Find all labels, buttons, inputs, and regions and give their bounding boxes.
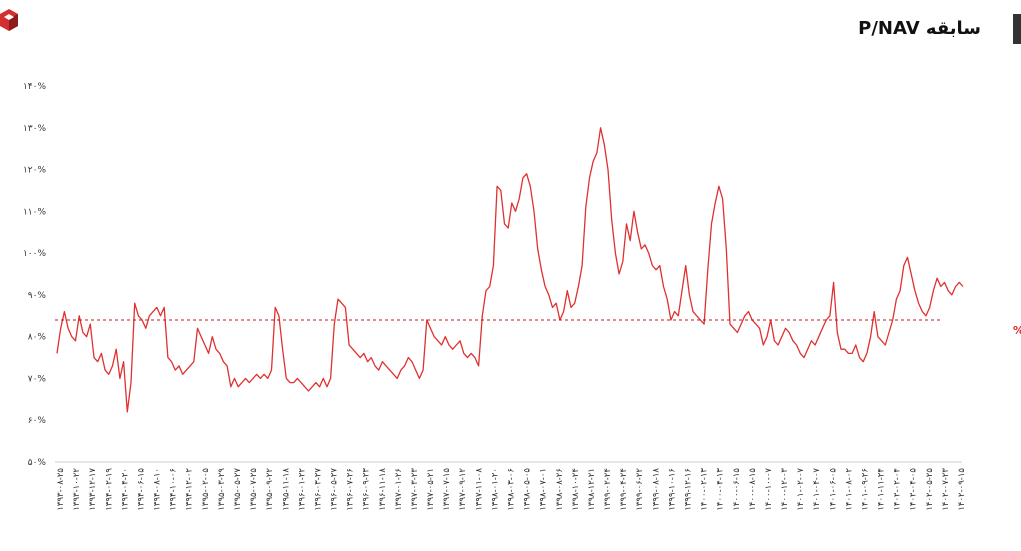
y-axis: ۵۰% ۶۰% ۷۰% ۸۰% ۹۰% ۱۰۰% ۱۱۰% ۱۲۰% ۱۳۰% ۱۴۰% bbox=[23, 82, 47, 468]
y-tick-label: ۸۰% bbox=[28, 333, 47, 343]
x-tick-label: ۱۳۹۷-۰۷-۱۵ bbox=[442, 468, 452, 511]
x-tick-label: ۱۳۹۴-۰۸-۱۰ bbox=[153, 468, 163, 511]
y-tick-label: ۶۰% bbox=[28, 416, 47, 426]
page-title: سابقه P/NAV bbox=[858, 18, 981, 39]
y-tick-label: ۵۰% bbox=[28, 458, 47, 468]
x-tick-label: ۱۴۰۰-۰۸-۱۵ bbox=[748, 468, 758, 511]
x-tick-label: ۱۳۹۷-۰۹-۱۲ bbox=[458, 468, 468, 511]
y-tick-label: ۱۲۰% bbox=[23, 166, 47, 176]
x-tick-label: ۱۴۰۱-۰۶-۰۵ bbox=[828, 468, 838, 511]
x-tick-label: ۱۳۹۵-۰۷-۲۵ bbox=[249, 468, 259, 511]
x-tick-label: ۱۳۹۷-۰۳-۲۳ bbox=[410, 468, 420, 511]
x-tick-label: ۱۳۹۶-۰۵-۲۷ bbox=[330, 468, 340, 511]
x-tick-label: ۱۳۹۸-۱۰-۲۴ bbox=[571, 468, 581, 511]
x-tick-label: ۱۳۹۹-۰۴-۲۴ bbox=[619, 468, 629, 511]
x-tick-label: ۱۳۹۹-۱۰-۱۶ bbox=[667, 468, 677, 511]
x-tick-label: ۱۳۹۴-۱۰-۰۶ bbox=[169, 468, 179, 511]
x-tick-label: ۱۴۰۱-۰۴-۰۷ bbox=[812, 468, 822, 511]
x-tick-label: ۱۳۹۵-۰۳-۲۹ bbox=[217, 468, 227, 511]
title-accent-bar bbox=[1013, 14, 1021, 44]
x-tick-label: ۱۳۹۷-۰۱-۲۶ bbox=[394, 468, 404, 511]
x-tick-label: ۱۳۹۶-۱۱-۱۸ bbox=[378, 468, 388, 511]
x-tick-label: ۱۴۰۲-۰۹-۱۵ bbox=[957, 468, 967, 511]
x-tick-label: ۱۳۹۶-۰۳-۲۷ bbox=[313, 468, 323, 511]
x-tick-label: ۱۳۹۸-۰۷-۰۱ bbox=[539, 468, 549, 511]
x-tick-label: ۱۴۰۰-۰۲-۱۳ bbox=[700, 468, 710, 511]
brand-logo-icon bbox=[0, 6, 18, 36]
x-tick-label: ۱۴۰۱-۰۹-۲۶ bbox=[860, 468, 870, 511]
x-tick-label: ۱۳۹۴-۰۴-۲۰ bbox=[120, 468, 130, 511]
x-tick-label: ۱۳۹۵-۰۲-۰۵ bbox=[201, 468, 211, 511]
x-axis: ۱۳۹۳-۰۸-۲۵ ۱۳۹۳-۱۰-۲۲ ۱۳۹۳-۱۲-۱۷ ۱۳۹۴-۰۲-۱۹… bbox=[56, 468, 967, 511]
x-tick-label: ۱۳۹۳-۱۲-۱۷ bbox=[88, 468, 98, 511]
x-tick-label: ۱۳۹۹-۱۲-۱۶ bbox=[683, 468, 693, 511]
x-tick-label: ۱۳۹۹-۰۲-۲۴ bbox=[603, 468, 613, 511]
x-tick-label: ۱۳۹۳-۰۸-۲۵ bbox=[56, 468, 66, 511]
x-tick-label: ۱۴۰۰-۱۰-۰۷ bbox=[764, 468, 774, 511]
x-tick-label: ۱۳۹۸-۰۳-۰۶ bbox=[507, 468, 517, 511]
x-tick-label: ۱۴۰۱-۱۱-۲۴ bbox=[877, 468, 887, 511]
x-tick-label: ۱۳۹۸-۰۸-۲۶ bbox=[555, 468, 565, 511]
x-tick-label: ۱۳۹۷-۰۵-۲۱ bbox=[426, 468, 436, 511]
x-tick-label: ۱۴۰۰-۰۴-۱۳ bbox=[716, 468, 726, 511]
x-tick-label: ۱۴۰۲-۰۴-۰۵ bbox=[909, 468, 919, 511]
x-tick-label: ۱۳۹۶-۰۱-۲۲ bbox=[297, 468, 307, 511]
x-tick-label: ۱۳۹۳-۱۰-۲۲ bbox=[72, 468, 82, 511]
x-tick-label: ۱۳۹۸-۱۲-۲۱ bbox=[587, 468, 597, 511]
y-tick-label: ۷۰% bbox=[28, 374, 47, 384]
x-tick-label: ۱۴۰۱-۰۲-۰۷ bbox=[796, 468, 806, 511]
average-label: میانگین: ۸۴% bbox=[1013, 324, 1021, 337]
x-tick-label: ۱۳۹۶-۰۹-۲۳ bbox=[362, 468, 372, 511]
x-tick-label: ۱۳۹۹-۰۶-۲۲ bbox=[635, 468, 645, 511]
x-tick-label: ۱۴۰۲-۰۷-۲۳ bbox=[941, 468, 951, 511]
x-tick-label: ۱۳۹۴-۰۶-۱۵ bbox=[136, 468, 146, 511]
x-tick-label: ۱۴۰۰-۱۲-۰۳ bbox=[780, 468, 790, 511]
x-tick-label: ۱۴۰۲-۰۲-۰۴ bbox=[893, 468, 903, 511]
y-tick-label: ۱۴۰% bbox=[23, 82, 47, 92]
pnav-series-line bbox=[56, 127, 964, 413]
x-tick-label: ۱۳۹۵-۰۵-۲۷ bbox=[233, 468, 243, 511]
x-tick-label: ۱۳۹۸-۰۵-۰۵ bbox=[523, 468, 533, 511]
x-tick-label: ۱۳۹۷-۱۱-۰۸ bbox=[474, 468, 484, 511]
x-tick-label: ۱۳۹۵-۰۹-۲۲ bbox=[265, 468, 275, 511]
y-tick-label: ۱۳۰% bbox=[23, 124, 47, 134]
y-tick-label: ۱۰۰% bbox=[23, 249, 47, 259]
x-tick-label: ۱۳۹۵-۱۱-۱۸ bbox=[281, 468, 291, 511]
x-tick-label: ۱۴۰۲-۰۵-۲۵ bbox=[925, 468, 935, 511]
x-tick-label: ۱۳۹۹-۰۸-۱۸ bbox=[651, 468, 661, 511]
x-tick-label: ۱۴۰۱-۰۸-۰۲ bbox=[844, 468, 854, 511]
y-tick-label: ۹۰% bbox=[28, 291, 47, 301]
x-tick-label: ۱۳۹۴-۱۲-۰۲ bbox=[185, 468, 195, 511]
x-tick-label: ۱۳۹۴-۰۲-۱۹ bbox=[104, 468, 114, 511]
x-tick-label: ۱۳۹۸-۰۱-۲۰ bbox=[490, 468, 500, 511]
x-tick-label: ۱۳۹۶-۰۷-۲۶ bbox=[346, 468, 356, 511]
x-tick-label: ۱۴۰۰-۰۶-۱۵ bbox=[732, 468, 742, 511]
y-tick-label: ۱۱۰% bbox=[23, 207, 47, 217]
